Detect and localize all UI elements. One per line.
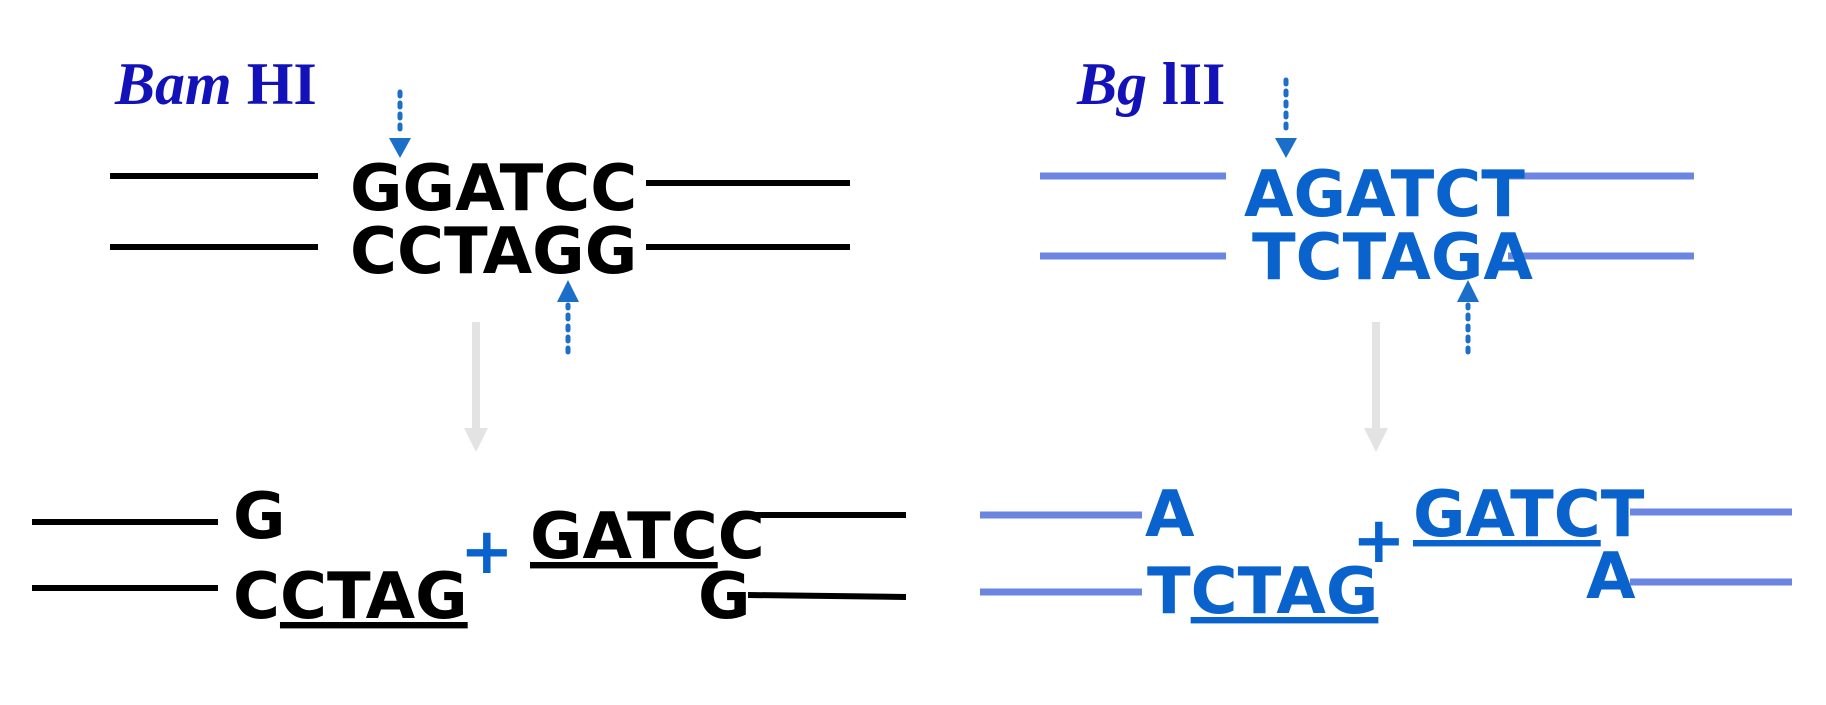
bglii-top-strand: AGATCT [1244,158,1525,232]
bamhi-right-fragment-bottom: G [698,560,751,634]
bglii-panel: Bg lII AGATCT TCTAGA A TCTAG + G [980,51,1792,629]
bglii-cleavage-arrow [1364,322,1388,452]
bamhi-title: Bam HI [114,51,317,117]
bamhi-left-fragment-bottom: CCTAG [233,560,468,634]
bamhi-right-fragment-bottom-line [747,592,907,600]
bamhi-cleavage-arrow [464,322,488,452]
bamhi-panel: Bam HI GGATCC CCTAGG G CCTAG + G [32,51,907,634]
bamhi-top-cut-arrow [389,89,411,158]
bamhi-right-fragment-top: GATCC [530,500,765,574]
bglii-title: Bg lII [1076,51,1225,117]
bglii-bottom-strand: TCTAGA [1252,221,1533,295]
bamhi-left-fragment-top: G [233,480,286,554]
bglii-plus-sign: + [1352,504,1406,578]
bamhi-top-strand: GGATCC [350,152,637,226]
bamhi-bottom-cut-arrow [557,280,579,355]
bglii-left-fragment-bottom: TCTAG [1147,555,1378,629]
bamhi-plus-sign: + [460,515,514,589]
bglii-top-cut-arrow [1275,77,1297,158]
bglii-bottom-cut-arrow [1457,280,1479,355]
bglii-right-fragment-bottom: A [1586,540,1636,614]
bglii-left-fragment-top: A [1145,478,1195,552]
bamhi-bottom-strand: CCTAGG [350,215,637,289]
bglii-right-fragment-top: GATCT [1413,478,1645,552]
